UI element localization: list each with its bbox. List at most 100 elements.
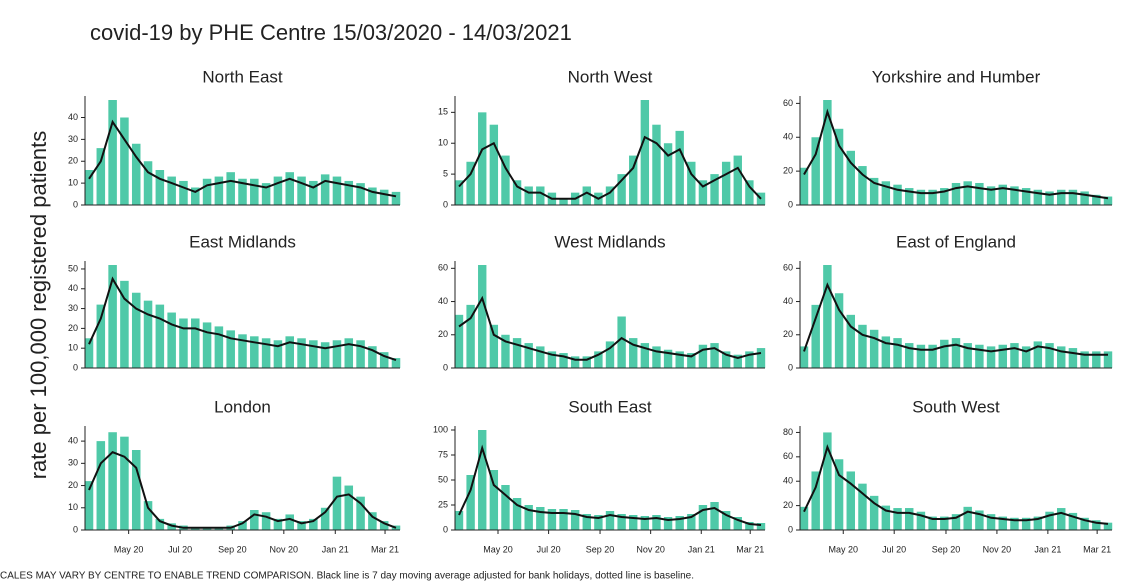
y-tick-label: 10 — [68, 343, 78, 353]
bar — [344, 180, 354, 205]
bar — [617, 514, 626, 530]
bar — [489, 124, 499, 205]
bar — [1045, 191, 1054, 205]
bar — [998, 516, 1007, 530]
bar — [261, 338, 271, 368]
bar — [1092, 194, 1101, 205]
bar — [905, 508, 914, 530]
bar — [570, 356, 580, 368]
bar — [928, 516, 937, 530]
bar — [261, 183, 271, 205]
bar — [391, 358, 401, 368]
bar — [799, 346, 809, 368]
bar — [858, 483, 867, 530]
bar — [675, 516, 684, 530]
bar — [214, 176, 224, 205]
bar — [356, 340, 365, 368]
bar — [478, 265, 487, 368]
bar — [202, 322, 212, 368]
y-tick-label: 0 — [788, 524, 793, 534]
y-axis-label: rate per 100,000 registered patients — [26, 131, 51, 480]
bar — [273, 340, 283, 368]
bar — [297, 521, 306, 530]
y-tick-label: 30 — [68, 303, 78, 313]
y-tick-label: 0 — [443, 362, 448, 372]
bar — [893, 184, 902, 205]
bar — [858, 324, 867, 368]
bar — [1057, 346, 1066, 368]
bar — [733, 155, 742, 205]
bar — [524, 186, 533, 205]
bar — [238, 178, 247, 205]
bar — [320, 174, 330, 205]
bar — [120, 117, 129, 205]
bar — [368, 512, 377, 530]
bar — [536, 346, 545, 368]
bar — [108, 265, 117, 368]
panel-title: London — [214, 397, 271, 416]
bar — [454, 511, 464, 530]
panel-title: East of England — [896, 232, 1016, 251]
bar — [379, 352, 389, 368]
bar — [928, 344, 937, 368]
bar — [823, 100, 832, 205]
bar — [512, 498, 522, 530]
bar — [501, 155, 510, 205]
y-tick-label: 0 — [73, 524, 78, 534]
bar — [559, 353, 568, 368]
y-tick-label: 0 — [788, 199, 793, 209]
bar — [663, 143, 673, 205]
bar — [191, 318, 200, 368]
y-tick-label: 40 — [68, 112, 78, 122]
bar — [131, 143, 141, 205]
bar — [605, 341, 615, 368]
bar — [963, 181, 972, 205]
bar — [846, 314, 855, 368]
moving-average-line — [803, 444, 1109, 525]
bar — [721, 161, 731, 205]
footnote: CALES MAY VARY BY CENTRE TO ENABLE TREND… — [0, 571, 694, 582]
x-tick-label: May 20 — [483, 544, 513, 554]
bar — [167, 523, 176, 530]
bar — [391, 191, 401, 205]
y-tick-label: 0 — [73, 362, 78, 372]
bar — [582, 514, 591, 530]
bar — [594, 515, 603, 530]
bar — [191, 187, 200, 205]
x-tick-label: Nov 20 — [983, 544, 1012, 554]
bar — [710, 343, 719, 368]
bar — [846, 471, 855, 530]
y-tick-label: 10 — [68, 502, 78, 512]
x-tick-label: Sep 20 — [932, 544, 961, 554]
y-tick-label: 60 — [783, 451, 793, 461]
bar — [478, 112, 487, 205]
bar — [834, 128, 844, 205]
bar — [273, 518, 283, 530]
bar — [536, 186, 545, 205]
y-tick-label: 20 — [68, 156, 78, 166]
bar — [131, 292, 141, 368]
bar — [652, 346, 661, 368]
bar — [179, 318, 188, 368]
moving-average-line — [88, 119, 397, 198]
bar — [466, 304, 475, 368]
y-tick-label: 20 — [783, 329, 793, 339]
y-tick-label: 0 — [788, 362, 793, 372]
bar — [799, 506, 809, 530]
bar — [893, 338, 902, 368]
bar — [1010, 517, 1019, 530]
bar — [963, 506, 972, 530]
bar — [155, 170, 165, 205]
bar — [512, 180, 522, 205]
bar — [986, 514, 996, 530]
bar — [320, 507, 330, 530]
moving-average-line — [458, 295, 762, 361]
bar — [226, 172, 235, 205]
bar — [975, 182, 984, 205]
bar — [547, 509, 557, 530]
y-tick-label: 25 — [438, 499, 448, 509]
bar — [1033, 189, 1043, 205]
x-tick-label: Jan 21 — [688, 544, 715, 554]
bar — [893, 508, 902, 530]
bar — [368, 346, 377, 368]
